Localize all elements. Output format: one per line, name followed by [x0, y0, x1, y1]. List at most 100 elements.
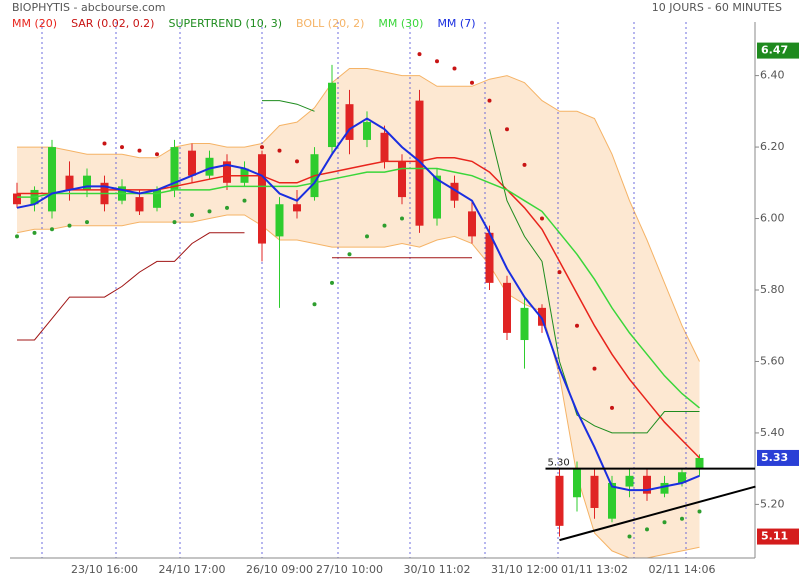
candle-body	[398, 161, 406, 198]
sar-dot	[347, 252, 352, 257]
candle-body	[205, 157, 214, 176]
candle-body	[625, 475, 634, 487]
x-tick-label: 27/10 10:00	[316, 563, 383, 576]
sar-dot	[242, 198, 247, 203]
candle-body	[485, 232, 494, 283]
legend-entry: SUPERTREND (10, 3)	[168, 17, 282, 30]
candle-body	[135, 197, 144, 212]
y-tick-label: 5.20	[760, 497, 785, 510]
sar-dot	[207, 209, 212, 214]
x-tick-label: 30/10 11:02	[404, 563, 471, 576]
sar-dot	[592, 366, 597, 371]
sar-dot	[190, 212, 194, 217]
sar-dot	[505, 127, 509, 132]
sar-dot	[452, 66, 457, 71]
price-tag-label: 5.11	[761, 530, 788, 543]
moving-average	[16, 117, 700, 492]
sar-dot	[487, 98, 492, 103]
sar-dot	[540, 216, 544, 221]
candle-body	[345, 104, 354, 140]
candle-body	[293, 204, 301, 212]
candle-body	[433, 175, 441, 219]
sar-dot	[435, 59, 439, 64]
sar-dot	[697, 509, 702, 514]
candle-body	[573, 468, 581, 498]
candle-body	[468, 211, 476, 237]
sar-dot	[627, 534, 632, 539]
legend-entry: MM (20)	[12, 17, 57, 30]
candle-body	[503, 282, 511, 333]
moving-average	[17, 167, 700, 409]
x-tick-label: 24/10 17:00	[159, 563, 226, 576]
legend-entry: MM (7)	[437, 17, 475, 30]
sar-dot	[417, 52, 422, 57]
candle-body	[223, 161, 231, 183]
boll-lower	[16, 214, 700, 558]
sar-dot	[610, 405, 614, 410]
plot-background	[16, 68, 700, 558]
x-tick-label: 02/11 14:06	[649, 563, 716, 576]
legend: MM (20) SAR (0.02, 0.2) SUPERTREND (10, 3)…	[12, 17, 476, 30]
sar-dot	[50, 227, 54, 232]
candle-body	[328, 82, 336, 148]
candle-body	[48, 147, 56, 212]
y-tick-label: 5.40	[760, 426, 785, 439]
moving-average	[17, 157, 701, 459]
y-tick-label: 5.60	[760, 354, 785, 367]
candle-body	[678, 472, 686, 483]
sar-dot	[277, 148, 282, 153]
sar-dot	[365, 234, 369, 239]
candle-body	[643, 475, 651, 494]
candle-body	[415, 100, 424, 226]
y-tick-label: 6.40	[760, 69, 785, 82]
candle-body	[695, 457, 704, 469]
x-tick-label: 26/10 09:00	[246, 563, 313, 576]
candle-body	[258, 154, 266, 244]
supertrend	[17, 232, 245, 341]
sar-dot	[662, 520, 667, 525]
sar-dot	[260, 145, 264, 150]
trend-line	[559, 485, 756, 542]
legend-entry: MM (30)	[378, 17, 423, 30]
supertrend	[489, 129, 700, 434]
x-tick-label: 23/10 16:00	[71, 563, 138, 576]
sar-dot	[522, 162, 527, 167]
candle-body	[590, 475, 599, 508]
candle-body	[608, 482, 616, 519]
candle-body	[363, 122, 371, 140]
candle-body	[188, 150, 196, 176]
sar-dot	[172, 220, 177, 225]
y-tick-label: 6.00	[760, 212, 785, 225]
sar-dot	[225, 205, 229, 210]
sar-dot	[400, 216, 404, 221]
level-label: 5.30	[548, 458, 570, 469]
price-tag	[757, 42, 799, 59]
candle-body	[83, 175, 91, 190]
legend-entry: SAR (0.02, 0.2)	[71, 17, 154, 30]
sar-dot	[680, 516, 684, 521]
candle-body	[555, 475, 564, 526]
sar-dot	[312, 302, 317, 307]
candle-body	[660, 482, 669, 494]
sar-dot	[470, 80, 474, 85]
price-tag-label: 5.33	[761, 451, 788, 464]
sar-dot	[295, 159, 299, 164]
sar-dot	[137, 148, 142, 153]
boll-upper	[17, 68, 700, 362]
candle-body	[538, 307, 546, 326]
y-tick-label: 6.20	[760, 140, 785, 153]
sar-dot	[330, 280, 334, 285]
price-tag	[757, 528, 799, 545]
sar-dot	[15, 234, 19, 239]
sar-dot	[382, 223, 387, 228]
candle-body	[380, 132, 389, 162]
y-tick-label: 5.80	[760, 283, 785, 296]
chart-subtitle: 10 JOURS - 60 MINUTES	[652, 1, 782, 14]
candle-body	[275, 204, 284, 237]
candle-body	[170, 147, 179, 190]
legend-entry: BOLL (20, 2)	[296, 17, 364, 30]
price-tag	[757, 449, 799, 466]
supertrend	[262, 100, 315, 112]
